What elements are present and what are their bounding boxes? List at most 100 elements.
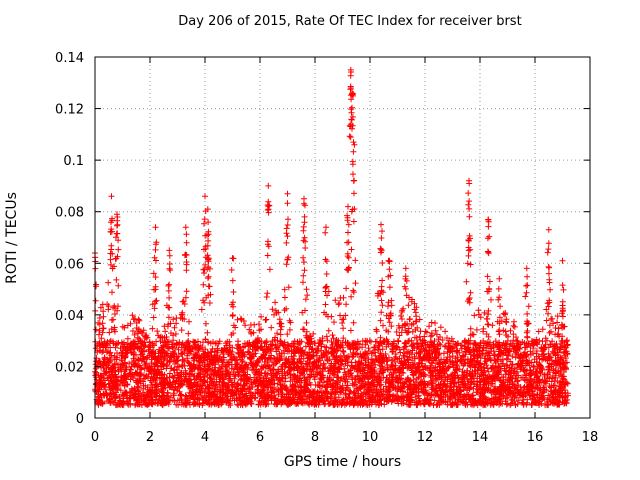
data-point bbox=[186, 318, 192, 325]
data-point bbox=[511, 323, 518, 330]
data-point bbox=[508, 397, 515, 404]
data-point bbox=[543, 317, 550, 324]
data-point bbox=[176, 388, 183, 395]
data-point bbox=[345, 221, 352, 228]
data-point bbox=[495, 296, 502, 303]
data-point bbox=[272, 299, 279, 306]
data-point bbox=[473, 326, 480, 333]
data-point bbox=[300, 279, 306, 286]
data-point bbox=[185, 330, 192, 337]
data-point bbox=[554, 313, 561, 320]
data-point bbox=[487, 355, 494, 361]
data-point bbox=[323, 333, 330, 340]
data-point bbox=[297, 383, 304, 390]
data-point bbox=[200, 266, 207, 273]
data-point bbox=[405, 302, 412, 309]
data-point bbox=[266, 266, 273, 273]
data-point bbox=[93, 326, 99, 333]
data-point bbox=[100, 313, 107, 320]
data-point bbox=[364, 402, 371, 409]
data-point bbox=[334, 342, 341, 349]
data-point bbox=[496, 320, 503, 327]
data-point bbox=[488, 296, 494, 303]
data-point bbox=[399, 316, 405, 322]
data-point bbox=[544, 249, 551, 256]
data-point bbox=[262, 317, 269, 323]
data-point bbox=[408, 321, 415, 328]
data-point bbox=[162, 328, 169, 335]
data-point bbox=[206, 300, 213, 306]
data-point bbox=[484, 235, 491, 242]
data-point bbox=[467, 325, 474, 332]
data-point bbox=[347, 327, 354, 334]
data-point bbox=[528, 402, 535, 408]
data-point bbox=[433, 331, 440, 338]
data-point bbox=[475, 307, 482, 314]
data-point bbox=[190, 338, 197, 345]
data-point bbox=[329, 332, 336, 339]
data-point bbox=[234, 316, 241, 323]
data-point bbox=[243, 361, 250, 368]
data-point bbox=[471, 312, 478, 319]
data-point bbox=[377, 334, 384, 341]
data-point bbox=[379, 277, 386, 284]
data-point bbox=[379, 302, 386, 309]
data-point bbox=[203, 320, 209, 327]
data-point bbox=[342, 312, 349, 319]
data-point bbox=[503, 355, 510, 362]
data-point bbox=[389, 341, 396, 347]
data-point bbox=[511, 318, 517, 325]
data-point bbox=[550, 320, 557, 327]
data-point bbox=[349, 354, 356, 361]
data-point bbox=[343, 285, 350, 292]
data-point bbox=[340, 294, 347, 301]
data-point bbox=[337, 312, 344, 319]
data-point bbox=[340, 349, 347, 355]
data-point bbox=[512, 375, 519, 382]
data-point bbox=[350, 319, 357, 326]
data-point bbox=[489, 322, 496, 329]
data-point bbox=[350, 289, 357, 296]
data-point bbox=[383, 343, 390, 350]
data-point bbox=[150, 314, 157, 321]
data-point bbox=[456, 366, 463, 373]
data-point bbox=[388, 302, 395, 309]
data-point bbox=[281, 307, 288, 314]
data-point bbox=[164, 389, 171, 396]
data-point bbox=[500, 310, 507, 317]
data-point bbox=[114, 307, 121, 314]
data-point bbox=[466, 213, 473, 220]
data-point bbox=[258, 313, 265, 320]
data-point bbox=[484, 321, 491, 328]
data-point bbox=[328, 313, 335, 320]
data-point bbox=[220, 351, 227, 357]
data-point bbox=[200, 281, 207, 288]
data-point bbox=[432, 320, 438, 326]
data-point bbox=[485, 321, 492, 328]
data-point bbox=[115, 246, 122, 253]
data-point bbox=[467, 332, 474, 339]
data-point bbox=[293, 378, 300, 385]
data-point bbox=[136, 336, 143, 342]
data-point bbox=[379, 260, 386, 266]
data-point bbox=[251, 321, 258, 328]
data-point bbox=[522, 293, 529, 300]
data-point bbox=[264, 290, 271, 297]
data-point bbox=[372, 338, 379, 345]
data-point bbox=[331, 319, 337, 326]
data-points bbox=[92, 66, 571, 409]
data-point bbox=[431, 346, 438, 353]
data-point bbox=[535, 328, 542, 335]
data-point bbox=[348, 246, 355, 253]
data-point bbox=[340, 335, 347, 342]
data-point bbox=[539, 338, 546, 345]
data-point bbox=[480, 325, 487, 332]
data-point bbox=[287, 378, 294, 385]
data-point bbox=[541, 351, 547, 358]
data-point bbox=[101, 355, 108, 362]
data-point bbox=[274, 330, 281, 337]
data-point bbox=[523, 289, 530, 296]
data-point bbox=[539, 326, 546, 333]
data-point bbox=[277, 326, 284, 333]
data-point bbox=[340, 325, 347, 332]
